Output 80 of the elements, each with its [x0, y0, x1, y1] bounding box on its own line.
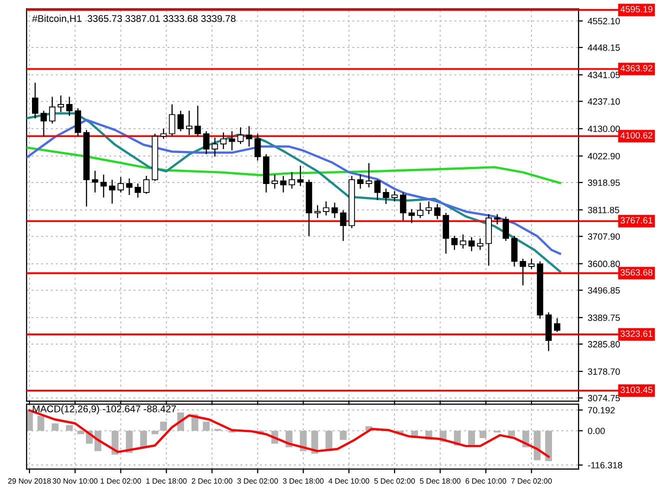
candlestick: [417, 202, 424, 219]
candlestick: [237, 126, 244, 145]
candlestick: [254, 133, 261, 162]
line-series: [26, 118, 562, 255]
candlestick: [451, 235, 458, 250]
candlestick: [382, 188, 390, 204]
candlestick: [426, 200, 432, 215]
text: #Bitcoin,H1 3365.73 3387.01 3333.68 3339.78: [32, 14, 236, 24]
y-tick-label: 4237.10: [588, 98, 620, 105]
candlestick: [186, 110, 192, 136]
candlestick: [288, 171, 296, 190]
candlestick: [272, 174, 278, 190]
y-tick-label: 3074.75: [588, 394, 620, 402]
y-tick-label: 3600.80: [588, 260, 620, 268]
candlestick: [434, 203, 441, 220]
candlestick: [194, 105, 201, 137]
candlestick: [246, 126, 252, 148]
candlestick: [280, 175, 286, 194]
y-tick-label: 70.192: [588, 407, 615, 414]
candlestick: [468, 236, 475, 252]
candlestick: [32, 82, 38, 120]
candlestick: [203, 130, 210, 155]
candlestick: [494, 214, 500, 225]
candlestick: [502, 216, 509, 242]
candlestick: [109, 179, 116, 204]
candlestick: [66, 96, 73, 116]
candlestick: [374, 179, 381, 201]
ref-line-label: 3323.61: [620, 330, 652, 337]
y-tick-label: 3496.85: [588, 287, 620, 294]
y-tick-label: 3285.80: [588, 341, 620, 348]
candlestick: [74, 108, 82, 137]
y-tick-label: 3707.90: [588, 233, 620, 240]
y-tick-label: 3389.75: [588, 314, 620, 321]
candlestick: [442, 212, 450, 254]
candlestick: [400, 192, 406, 222]
candlestick: [168, 104, 176, 137]
candlestick: [357, 174, 364, 190]
candlestick: [460, 234, 466, 250]
ref-line-label: 4363.92: [620, 65, 652, 72]
candlestick: [143, 175, 150, 194]
y-tick-label: 3811.85: [588, 206, 620, 214]
y-tick-label: -116.318: [588, 462, 622, 468]
candlestick: [408, 208, 415, 224]
candlestick: [49, 96, 56, 124]
candlestick: [134, 182, 142, 198]
candlestick: [520, 258, 526, 286]
candlestick: [220, 132, 227, 150]
candlestick: [340, 210, 346, 242]
candlestick: [212, 137, 218, 158]
y-tick-label: 3918.95: [588, 179, 620, 186]
y-tick-label: 4022.90: [588, 152, 620, 160]
candlestick: [511, 235, 518, 268]
ref-line-label: 3103.45: [620, 386, 652, 394]
line-series: [26, 146, 562, 184]
candlestick: [100, 174, 107, 198]
y-tick-label: 4341.05: [588, 72, 620, 78]
candlestick: [314, 204, 321, 219]
candlestick: [177, 110, 184, 132]
candlestick: [126, 178, 132, 196]
y-tick-label: 4448.15: [588, 44, 620, 51]
candlestick: [554, 318, 560, 332]
candlestick: [40, 110, 47, 137]
candlestick: [366, 162, 372, 188]
ref-line-label: 3767.61: [620, 217, 652, 224]
candlestick: [476, 238, 484, 250]
candlestick: [322, 200, 330, 216]
y-tick-label: 3178.70: [588, 368, 620, 375]
candlestick: [391, 190, 398, 202]
candlestick: [528, 258, 535, 270]
chart-title: MACD(12,26,9) -102.647 -88.427: [32, 405, 176, 414]
candlestick: [332, 202, 338, 219]
candlestick: [58, 94, 64, 113]
y-tick-label: 4552.10: [588, 18, 620, 24]
ref-line-label: 4595.19: [620, 6, 652, 12]
candlestick: [228, 130, 236, 151]
y-tick-label: 4130.00: [588, 126, 620, 132]
ref-line-label: 4100.62: [620, 132, 652, 139]
candlestick: [118, 176, 124, 194]
y-tick-label: 0.00: [588, 428, 605, 434]
ref-line-label: 3563.68: [620, 269, 652, 276]
